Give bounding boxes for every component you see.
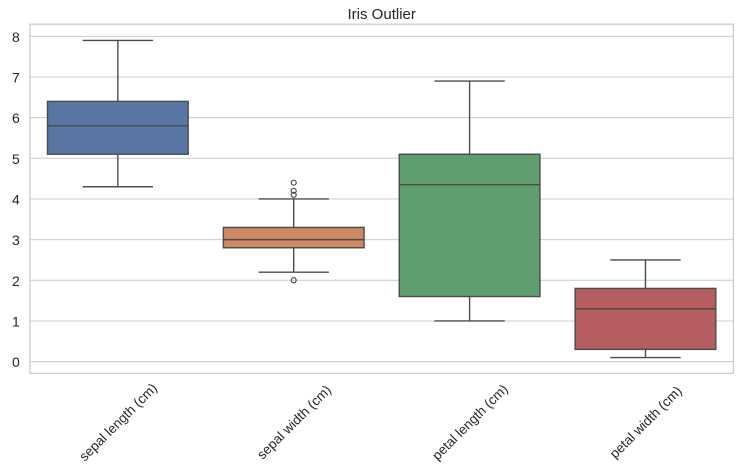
svg-text:3: 3 <box>12 232 20 248</box>
svg-text:0: 0 <box>12 354 20 370</box>
svg-text:8: 8 <box>12 29 20 45</box>
svg-text:6: 6 <box>12 110 20 126</box>
svg-text:2: 2 <box>12 273 20 289</box>
svg-text:1: 1 <box>12 314 20 330</box>
svg-text:Iris Outlier: Iris Outlier <box>348 6 416 23</box>
svg-text:5: 5 <box>12 151 20 167</box>
svg-text:4: 4 <box>12 192 20 208</box>
svg-text:7: 7 <box>12 70 20 86</box>
